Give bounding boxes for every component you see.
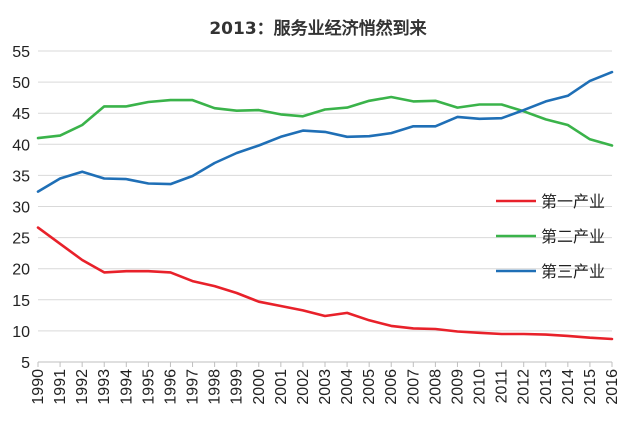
y-tick-label: 45 — [12, 106, 30, 123]
x-tick-label: 1999 — [229, 369, 246, 405]
series-line-2 — [36, 95, 614, 147]
x-tick-label: 2010 — [472, 369, 489, 405]
x-tick-label: 1990 — [30, 369, 47, 405]
x-tick-label: 2004 — [339, 369, 356, 405]
y-tick-label: 50 — [12, 75, 30, 92]
x-tick-label: 1991 — [52, 369, 69, 405]
x-tick-label: 1993 — [96, 369, 113, 405]
x-tick-label: 2003 — [317, 369, 334, 405]
y-tick-label: 55 — [12, 44, 30, 61]
series-lines — [36, 70, 614, 341]
x-tick-label: 1995 — [140, 369, 157, 405]
y-tick-label: 20 — [12, 262, 30, 279]
series-line-1 — [36, 226, 614, 341]
chart-title: 2013：服务业经济悄然到来 — [209, 18, 427, 39]
x-tick-label: 2015 — [582, 369, 599, 405]
x-tick-label: 2001 — [273, 369, 290, 405]
x-tick-label: 1998 — [207, 369, 224, 405]
x-tick-label: 2006 — [383, 369, 400, 405]
x-tick-label: 2012 — [516, 369, 533, 405]
x-tick-label: 2005 — [361, 369, 378, 405]
legend-label-3: 第三产业 — [541, 262, 605, 281]
x-tick-label: 2009 — [449, 369, 466, 405]
x-tick-label: 2016 — [604, 369, 621, 405]
y-axis-ticks: 5 10 15 20 25 30 35 40 45 50 55 — [12, 44, 30, 372]
x-tick-label: 2014 — [560, 369, 577, 405]
y-tick-label: 25 — [12, 231, 30, 248]
y-tick-label: 30 — [12, 200, 30, 217]
x-tick-label: 2007 — [405, 369, 422, 405]
legend-label-1: 第一产业 — [541, 192, 605, 211]
x-tick-label: 2013 — [538, 369, 555, 405]
legend-label-2: 第二产业 — [541, 227, 605, 246]
y-tick-label: 40 — [12, 137, 30, 154]
x-tick-label: 2002 — [295, 369, 312, 405]
x-tick-label: 1996 — [162, 369, 179, 405]
x-axis: 1990 1991 1992 1993 1994 1995 1996 1997 1998 1999… — [30, 361, 621, 405]
x-tick-label: 2011 — [494, 369, 511, 404]
series-line-3 — [36, 70, 614, 193]
x-tick-label: 1994 — [118, 369, 135, 405]
gridlines — [38, 50, 612, 332]
x-tick-label: 1992 — [74, 369, 91, 405]
y-tick-label: 15 — [12, 293, 30, 310]
x-tick-label: 2008 — [427, 369, 444, 405]
y-tick-label: 5 — [21, 355, 30, 372]
x-tick-label: 2000 — [251, 369, 268, 405]
y-tick-label: 10 — [12, 324, 30, 341]
x-tick-label: 1997 — [185, 369, 202, 405]
y-tick-label: 35 — [12, 168, 30, 185]
